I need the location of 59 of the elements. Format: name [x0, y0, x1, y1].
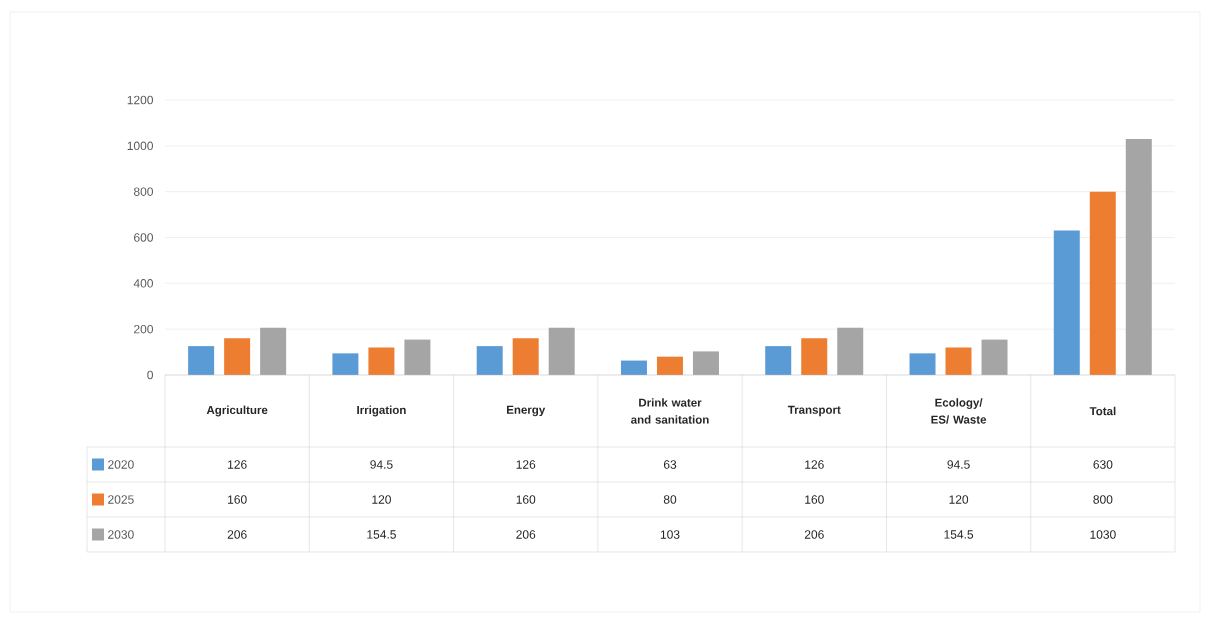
data-label: 154.5 [944, 530, 974, 539]
bar [765, 346, 792, 375]
bar [656, 356, 683, 375]
x-tick-label: Drink water and sanitation [631, 398, 709, 424]
data-label: 630 [1093, 460, 1113, 469]
bar [404, 339, 431, 375]
data-label: 160 [516, 495, 536, 504]
y-tick-label: 0 [147, 370, 154, 380]
bar [260, 327, 287, 375]
bar [620, 360, 647, 375]
y-tick-label: 800 [133, 187, 153, 196]
data-label: 126 [228, 460, 247, 469]
bar [224, 338, 251, 375]
bar [1089, 191, 1116, 375]
bar [945, 347, 972, 375]
x-tick-label: Ecology/ ES/ Waste [931, 398, 987, 424]
x-tick-label: Irrigation [357, 405, 406, 417]
y-tick-label: 400 [133, 279, 153, 288]
x-tick-label: Transport [787, 405, 841, 417]
data-label: 94.5 [370, 460, 393, 469]
bar [1125, 138, 1152, 375]
data-label: 120 [372, 495, 391, 504]
data-label: 63 [663, 460, 677, 469]
data-label: 206 [516, 530, 536, 539]
bar [512, 338, 539, 375]
data-label: 154.5 [367, 530, 396, 539]
data-label: 800 [1093, 495, 1113, 504]
x-tick-label: Energy [507, 405, 546, 417]
y-tick-label: 200 [134, 324, 153, 334]
bar [476, 346, 503, 375]
y-tick-label: 1200 [127, 95, 153, 105]
data-label: 94.5 [947, 460, 970, 469]
legend-label: 2020 [108, 460, 134, 469]
legend-label: 2030 [108, 530, 134, 539]
bar [909, 353, 936, 375]
data-label: 206 [804, 530, 824, 539]
bar [548, 327, 575, 375]
data-label: 126 [805, 460, 824, 469]
data-label: 80 [663, 495, 677, 504]
x-tick-label: Total [1089, 406, 1116, 416]
data-label: 120 [949, 495, 969, 504]
bar [368, 347, 395, 375]
y-tick-label: 600 [134, 233, 153, 242]
bar [981, 339, 1008, 375]
y-tick-label: 1000 [127, 141, 153, 151]
data-label: 206 [227, 530, 247, 539]
bar [837, 327, 864, 375]
data-label: 160 [228, 495, 247, 504]
x-tick-label: Agriculture [206, 405, 268, 417]
bar [692, 351, 719, 375]
data-label: 126 [516, 460, 536, 469]
bar [188, 346, 215, 375]
bar [801, 338, 828, 375]
bar [332, 353, 359, 375]
bar [1053, 230, 1080, 375]
data-label: 103 [660, 530, 680, 539]
data-label: 1030 [1090, 530, 1116, 539]
data-label: 160 [805, 495, 824, 504]
legend-label: 2025 [108, 495, 134, 504]
